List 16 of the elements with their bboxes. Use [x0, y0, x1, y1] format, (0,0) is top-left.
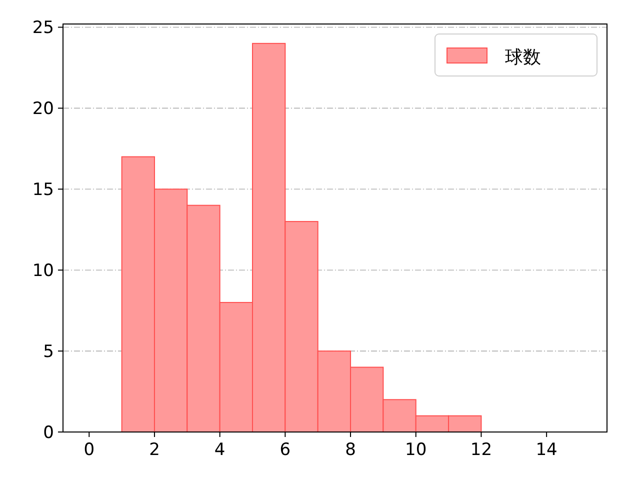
x-tick-label: 12: [470, 440, 492, 460]
x-tick-label: 14: [536, 440, 558, 460]
x-tick-label: 10: [405, 440, 427, 460]
x-tick-label: 8: [345, 440, 356, 460]
legend: 球数: [434, 34, 598, 76]
y-tick-label: 15: [32, 180, 54, 200]
x-tick-label: 6: [280, 440, 291, 460]
x-tick-label: 0: [84, 440, 95, 460]
y-tick-label: 25: [32, 18, 54, 38]
x-tick-label: 4: [214, 440, 226, 460]
x-tick-label: 2: [149, 440, 160, 460]
y-tick-label: 5: [43, 342, 54, 362]
legend-label: 球数: [505, 47, 541, 68]
y-tick-label: 20: [32, 99, 54, 120]
y-tick-label: 10: [32, 261, 54, 282]
y-tick-label: 0: [43, 423, 54, 443]
